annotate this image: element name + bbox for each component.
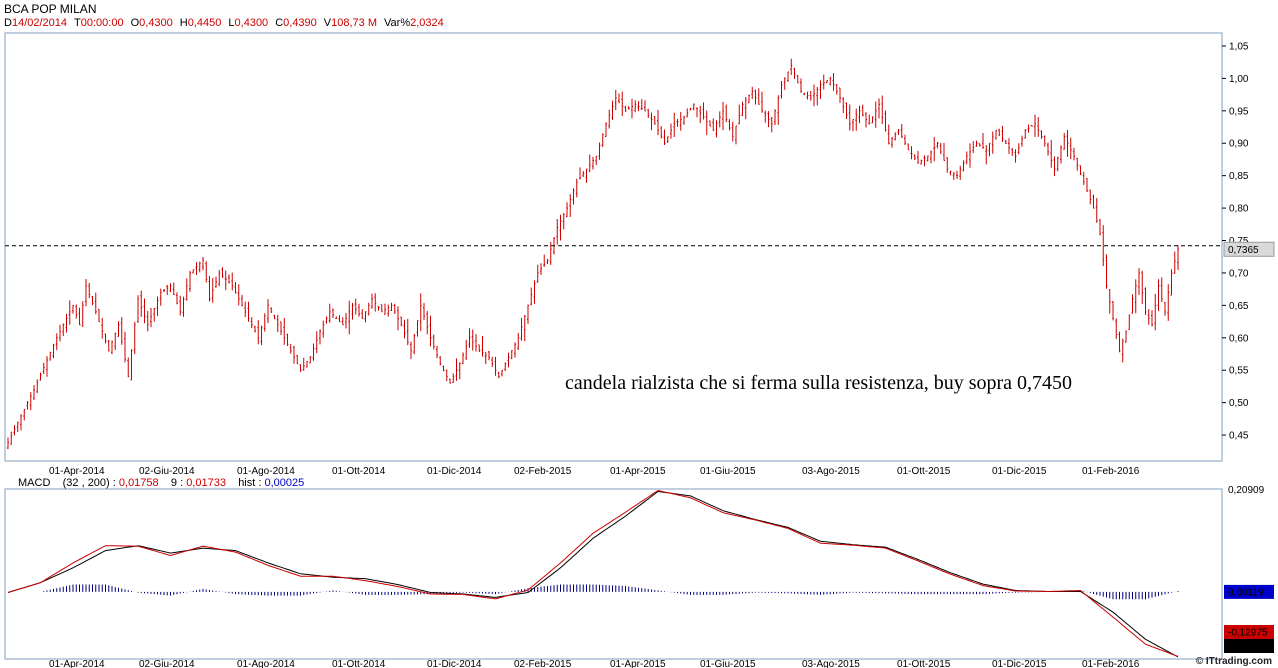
- macd-value-tag: [1224, 584, 1274, 599]
- x-tick-label: 03-Ago-2015: [802, 466, 860, 477]
- macd-line: [7, 489, 1179, 657]
- ohlc-key: H: [179, 17, 188, 29]
- x-tick-label: 01-Apr-2015: [610, 466, 666, 477]
- x-tick-label: 02-Giu-2014: [139, 466, 195, 477]
- macd-x-tick-label: 01-Apr-2014: [49, 659, 105, 668]
- y-tick-label: 0,70: [1229, 268, 1249, 279]
- y-tick-label: 0,80: [1229, 204, 1249, 215]
- macd-x-tick-label: 01-Ago-2014: [237, 659, 295, 668]
- macd-x-tick-label: 01-Feb-2016: [1082, 659, 1140, 668]
- ohlc-key: C: [275, 17, 284, 29]
- x-tick-label: 01-Ago-2014: [237, 466, 295, 477]
- ohlc-key: D: [4, 17, 12, 29]
- y-tick-label: 0,60: [1229, 333, 1249, 344]
- hist-value: 0,00025: [264, 477, 305, 489]
- macd-params: (32 , 200) :: [62, 477, 116, 489]
- x-tick-label: 01-Ott-2015: [897, 466, 951, 477]
- macd-x-tick-label: 03-Ago-2015: [802, 659, 860, 668]
- y-tick-label: 0,45: [1229, 431, 1249, 442]
- macd-x-tick-label: 02-Feb-2015: [514, 659, 572, 668]
- y-tick-label: 0,85: [1229, 171, 1249, 182]
- y-tick-label: 0,90: [1229, 139, 1249, 150]
- macd-label: MACD: [18, 477, 51, 489]
- macd-y-tick-label: -0,13093: [1228, 642, 1268, 653]
- price-panel-frame: [4, 32, 1223, 462]
- macd-y-tick-label: 0,20909: [1228, 485, 1265, 496]
- x-tick-label: 01-Feb-2016: [1082, 466, 1140, 477]
- macd-x-tick-label: 01-Giu-2015: [700, 659, 756, 668]
- ohlc-value: 0,4300: [234, 17, 269, 29]
- ohlc-value: 2,0324: [410, 17, 444, 29]
- ohlc-value: 0,4300: [139, 17, 173, 29]
- ohlc-key: T: [74, 17, 81, 29]
- ohlc-key: V: [323, 17, 332, 29]
- macd-value: 0,01758: [118, 477, 159, 489]
- ohlc-value: 0,4450: [187, 17, 222, 29]
- macd-x-tick-label: 01-Dic-2015: [992, 659, 1047, 668]
- ohlc-key: O: [130, 17, 140, 29]
- y-tick-label: 1,00: [1229, 74, 1249, 85]
- macd-x-tick-label: 01-Ott-2015: [897, 659, 951, 668]
- signal-line: [7, 490, 1179, 658]
- x-tick-label: 01-Ott-2014: [332, 466, 386, 477]
- macd-x-tick-label: 02-Giu-2014: [139, 659, 195, 668]
- y-tick-label: 0,50: [1229, 398, 1249, 409]
- macd-x-tick-label: 01-Apr-2015: [610, 659, 666, 668]
- macd-y-tick-label: -0,12975: [1228, 628, 1268, 639]
- x-tick-label: 01-Apr-2014: [49, 466, 105, 477]
- ohlc-key: Var%: [384, 17, 411, 29]
- y-tick-label: 0,75: [1229, 236, 1249, 247]
- chart-title: BCA POP MILAN: [4, 2, 97, 16]
- signal-label: 9 :: [170, 477, 184, 489]
- ohlc-key: L: [228, 17, 235, 29]
- y-tick-label: 0,95: [1229, 106, 1249, 117]
- y-tick-label: 0,65: [1229, 301, 1249, 312]
- x-tick-label: 02-Feb-2015: [514, 466, 572, 477]
- x-tick-label: 01-Dic-2014: [427, 466, 482, 477]
- annotation-text: candela rialzista che si ferma sulla res…: [565, 372, 1072, 394]
- ohlc-value: 00:00:00: [80, 17, 124, 29]
- ohlc-value: 0,4390: [283, 17, 317, 29]
- y-tick-label: 1,05: [1229, 41, 1249, 52]
- hist-label: hist :: [238, 477, 262, 489]
- last-price-label: 0,7365: [1228, 245, 1259, 256]
- macd-readout: MACD (32 , 200) : 0,01758 9 : 0,01733 hi…: [18, 477, 304, 489]
- ohlc-value: 14/02/2014: [11, 17, 68, 29]
- macd-value-tag: [1224, 639, 1274, 653]
- y-tick-label: 0,55: [1229, 366, 1249, 377]
- ohlc-readout: D14/02/2014 T00:00:00 O0,4300 H0,4450 L0,430…: [4, 17, 451, 29]
- macd-y-tick-label: 0,00119: [1228, 587, 1264, 598]
- x-tick-label: 01-Dic-2015: [992, 466, 1047, 477]
- watermark: © ITtrading.com: [1195, 656, 1272, 667]
- x-tick-label: 01-Giu-2015: [700, 466, 756, 477]
- signal-value: 0,01733: [186, 477, 226, 489]
- macd-x-tick-label: 01-Ott-2014: [332, 659, 386, 668]
- last-price-tag: [1223, 241, 1275, 257]
- macd-panel-frame: [4, 488, 1223, 660]
- ohlc-value: 108,73 M: [331, 17, 378, 29]
- macd-x-tick-label: 01-Dic-2014: [427, 659, 482, 668]
- macd-value-tag: [1224, 625, 1274, 639]
